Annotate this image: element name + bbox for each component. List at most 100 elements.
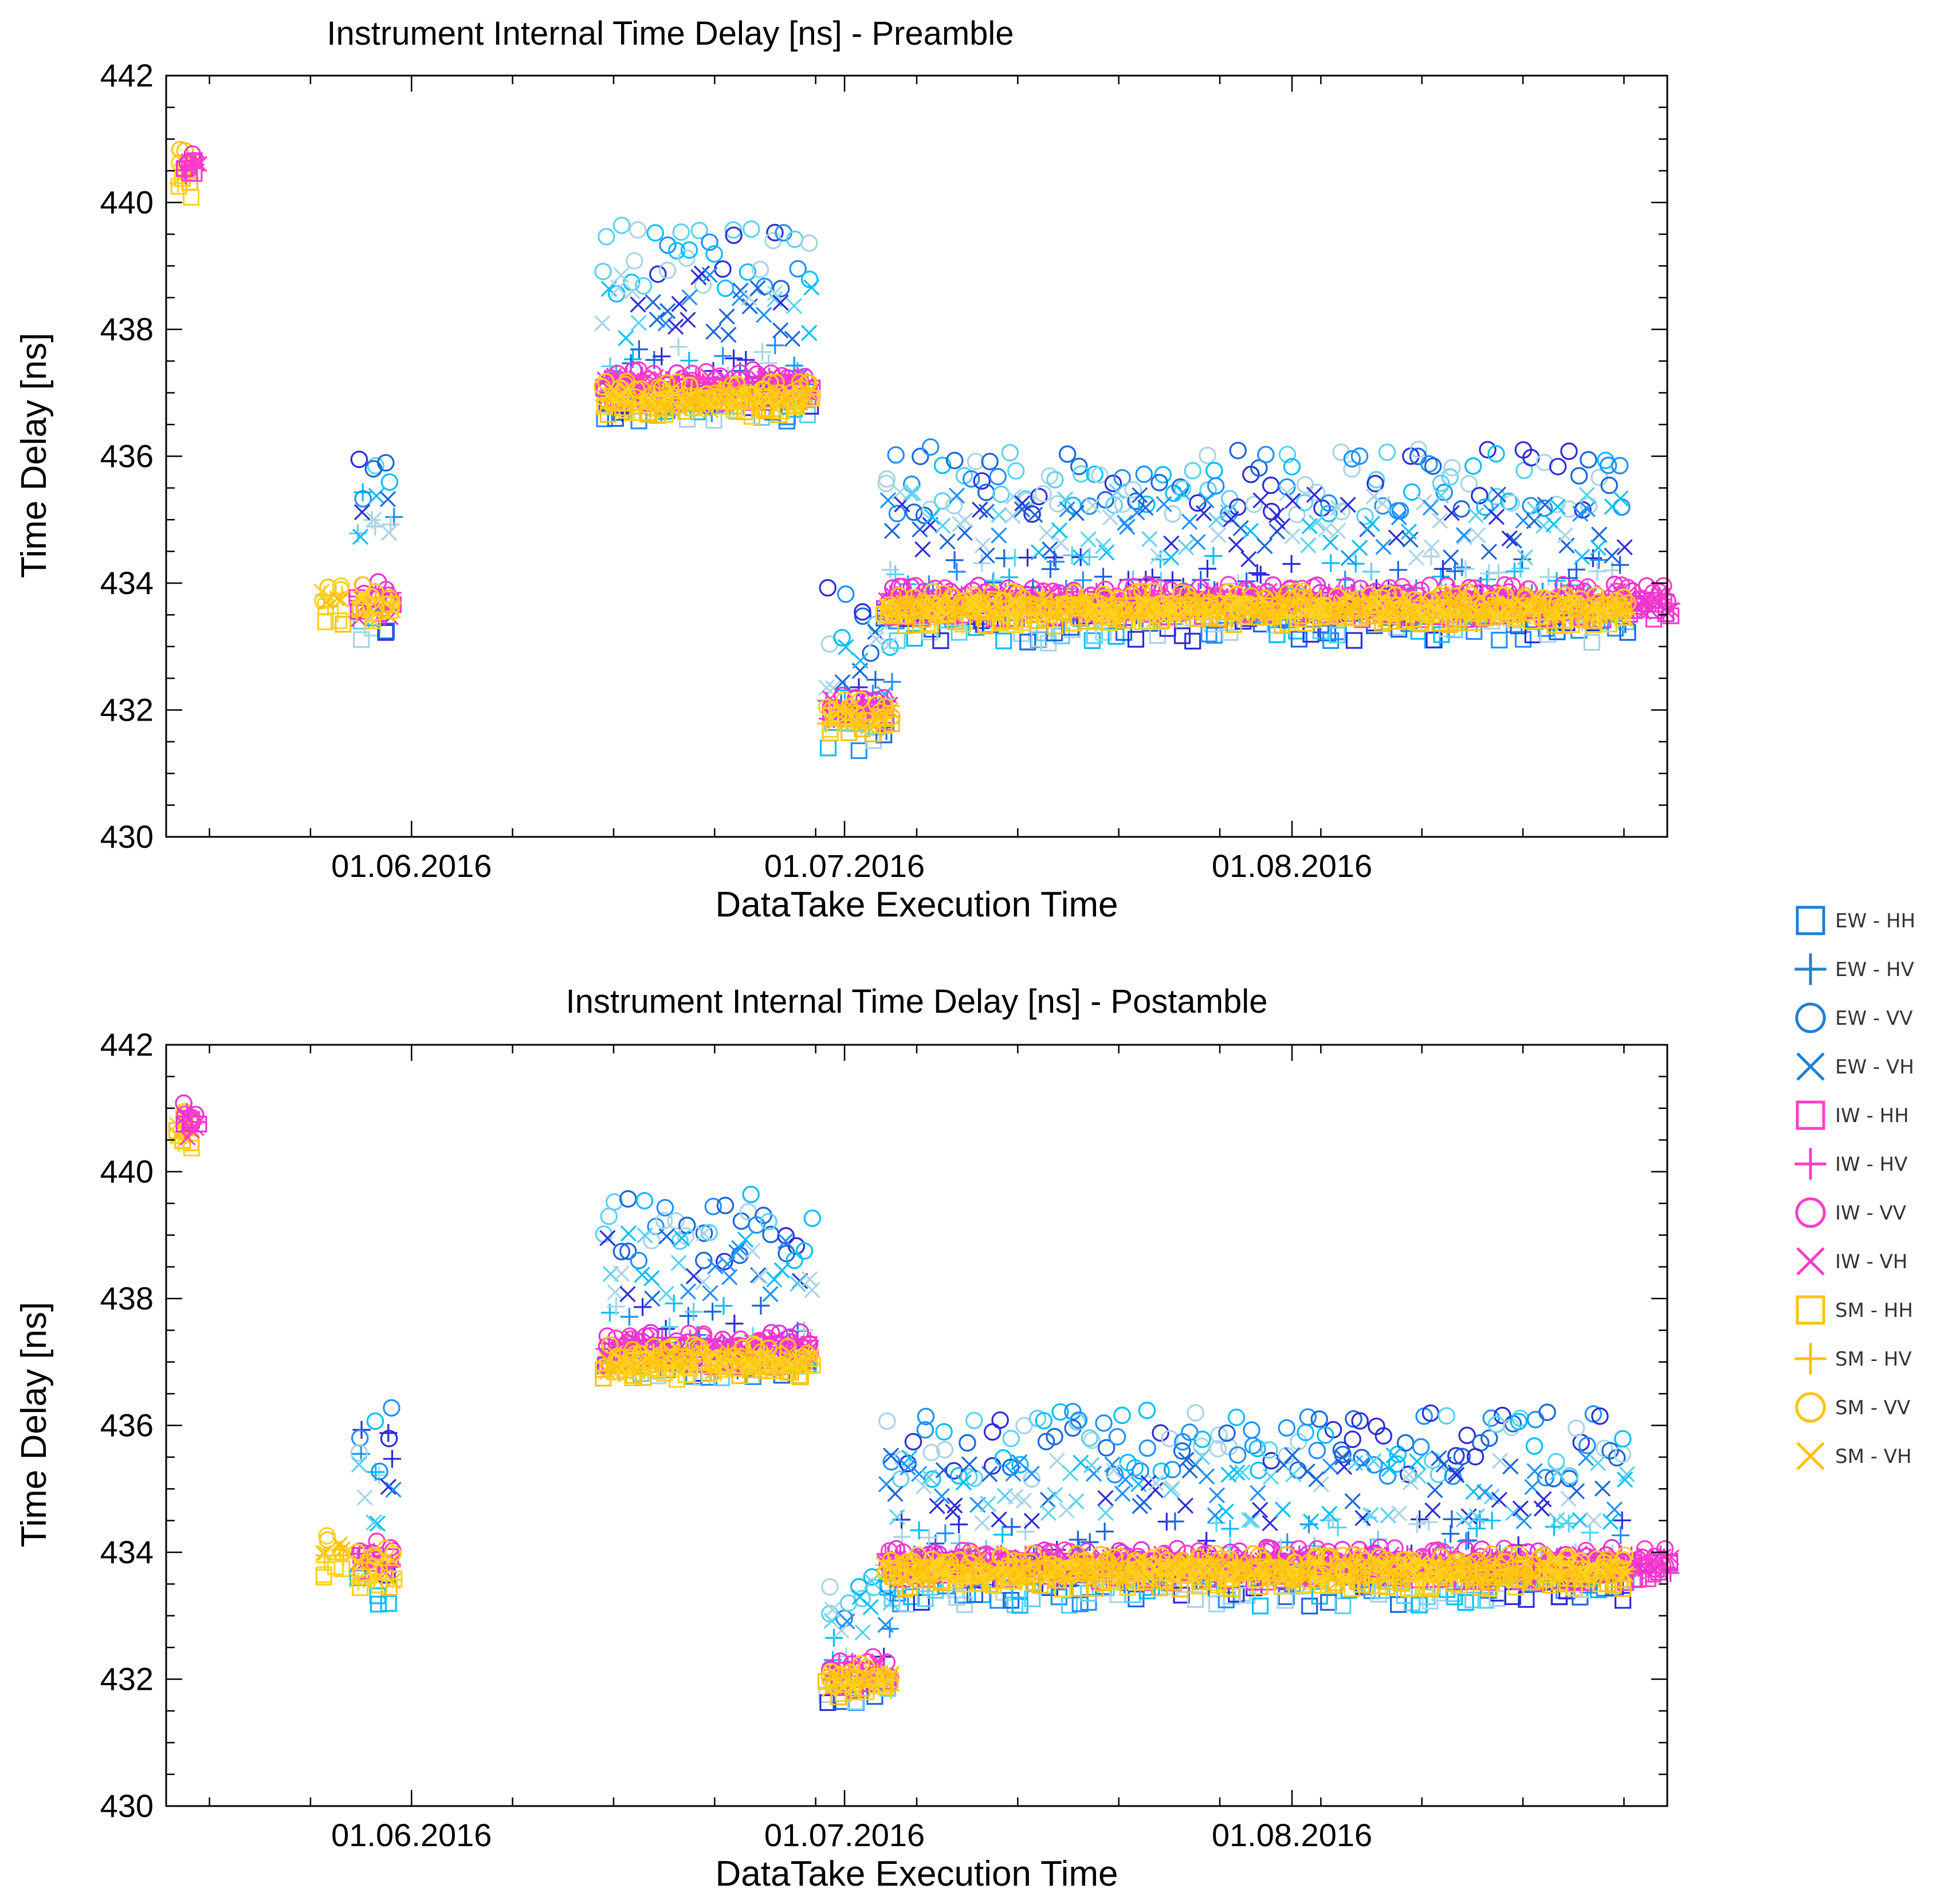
marker-ew-vv	[366, 1412, 384, 1430]
marker-ew-hv	[363, 511, 381, 529]
marker-ew-hv	[679, 1307, 697, 1325]
marker-ew-vh	[905, 485, 922, 501]
marker-ew-vh	[1057, 491, 1074, 508]
marker-ew-vh	[1460, 1508, 1477, 1525]
marker-ew-vh	[1149, 548, 1167, 564]
marker-sm-vh	[800, 383, 816, 400]
marker-ew-hv	[714, 347, 732, 365]
marker-ew-vh	[948, 487, 965, 504]
marker-sm-vh	[663, 382, 680, 399]
marker-ew-vh	[1308, 1471, 1325, 1488]
marker-ew-vh	[1308, 514, 1325, 531]
marker-ew-vh	[718, 308, 735, 325]
marker-sm-vv	[669, 373, 686, 391]
marker-ew-hv	[753, 343, 772, 361]
marker-ew-vh	[883, 522, 901, 540]
marker-ew-hh	[1390, 1596, 1407, 1613]
marker-ew-vv	[959, 1434, 976, 1452]
marker-ew-vh	[1046, 1486, 1063, 1504]
marker-ew-vh	[1423, 539, 1440, 556]
marker-sm-vh	[743, 392, 759, 408]
marker-ew-vh	[351, 1456, 367, 1473]
marker-ew-vh	[1526, 513, 1542, 529]
marker-ew-vh	[1210, 527, 1227, 544]
marker-ew-vv	[992, 485, 1010, 503]
marker-ew-vv	[1262, 1451, 1281, 1470]
marker-ew-vv	[912, 447, 929, 466]
marker-ew-hv	[1588, 562, 1607, 581]
marker-ew-vh	[1558, 537, 1575, 554]
marker-sm-vh	[645, 402, 662, 418]
marker-ew-vv	[1227, 1409, 1246, 1426]
marker-ew-vv	[380, 473, 399, 491]
marker-ew-vv	[678, 249, 696, 267]
marker-ew-vv	[1278, 446, 1297, 463]
marker-sm-vv	[709, 388, 726, 406]
marker-ew-vh	[1262, 1514, 1278, 1532]
marker-ew-vh	[1467, 507, 1484, 524]
marker-ew-hv	[948, 562, 966, 581]
marker-ew-vh	[1549, 498, 1566, 515]
marker-ew-hv	[881, 561, 900, 579]
marker-ew-vv	[989, 467, 1007, 486]
marker-ew-hh	[370, 1595, 387, 1613]
marker-ew-vh	[1322, 534, 1339, 551]
marker-ew-vv	[1308, 1442, 1326, 1460]
marker-ew-vh	[728, 1244, 745, 1261]
marker-ew-vv	[1502, 494, 1521, 512]
marker-ew-hv	[1095, 1523, 1114, 1541]
y-tick-label: 434	[100, 565, 154, 601]
marker-ew-vv	[983, 1423, 1002, 1441]
marker-ew-vh	[1591, 526, 1608, 543]
marker-ew-vh	[1476, 1484, 1493, 1501]
marker-ew-vv	[965, 1411, 983, 1430]
marker-ew-vh	[1443, 549, 1459, 566]
marker-ew-vv	[877, 474, 895, 493]
y-tick-label: 432	[100, 692, 154, 728]
marker-ew-vh	[956, 512, 973, 529]
marker-ew-vv	[625, 252, 643, 270]
marker-ew-hv	[1045, 548, 1063, 567]
marker-ew-vv	[629, 221, 647, 239]
x-tick-label: 01.06.2016	[331, 848, 492, 884]
marker-ew-vh	[1409, 1453, 1425, 1470]
marker-ew-vh	[1578, 487, 1595, 503]
marker-ew-hv	[1362, 562, 1380, 581]
marker-ew-vv	[1030, 487, 1048, 506]
marker-ew-vv	[1154, 466, 1172, 484]
marker-ew-vv	[1525, 1437, 1544, 1455]
marker-ew-vv	[1070, 457, 1088, 475]
marker-ew-vv	[800, 234, 818, 252]
x-tick-label: 01.08.2016	[1212, 848, 1372, 884]
marker-ew-vh	[594, 315, 611, 332]
marker-ew-vh	[1208, 512, 1224, 528]
marker-ew-vh	[934, 517, 951, 534]
marker-ew-vv	[1064, 497, 1082, 514]
postamble-xlabel: DataTake Execution Time	[715, 1854, 1118, 1894]
marker-ew-vv	[716, 280, 735, 297]
marker-sm-vh	[798, 389, 815, 406]
marker-ew-vv	[690, 222, 708, 239]
marker-sm-vh	[650, 401, 667, 418]
marker-ew-vv	[862, 644, 879, 662]
marker-ew-vv	[1138, 1439, 1156, 1457]
marker-sm-vv	[664, 392, 682, 410]
marker-sm-vh	[765, 387, 781, 404]
marker-ew-vh	[749, 280, 766, 297]
marker-ew-vv	[1343, 460, 1361, 478]
marker-ew-vh	[1051, 522, 1068, 538]
marker-sm-hv	[753, 398, 771, 416]
marker-ew-vv	[1173, 480, 1192, 498]
marker-ew-hv	[725, 349, 743, 368]
marker-ew-hh	[1301, 1598, 1318, 1615]
marker-ew-vh	[991, 1511, 1007, 1528]
marker-ew-vv	[887, 446, 905, 464]
marker-ew-hh	[1334, 1597, 1352, 1615]
marker-sm-vv	[596, 372, 615, 391]
marker-ew-vh	[867, 623, 883, 640]
marker-ew-hv	[653, 347, 671, 365]
marker-ew-vh	[854, 1624, 871, 1641]
marker-ew-vv	[716, 1197, 735, 1214]
marker-ew-vh	[924, 509, 940, 525]
marker-sm-vh	[729, 383, 745, 399]
